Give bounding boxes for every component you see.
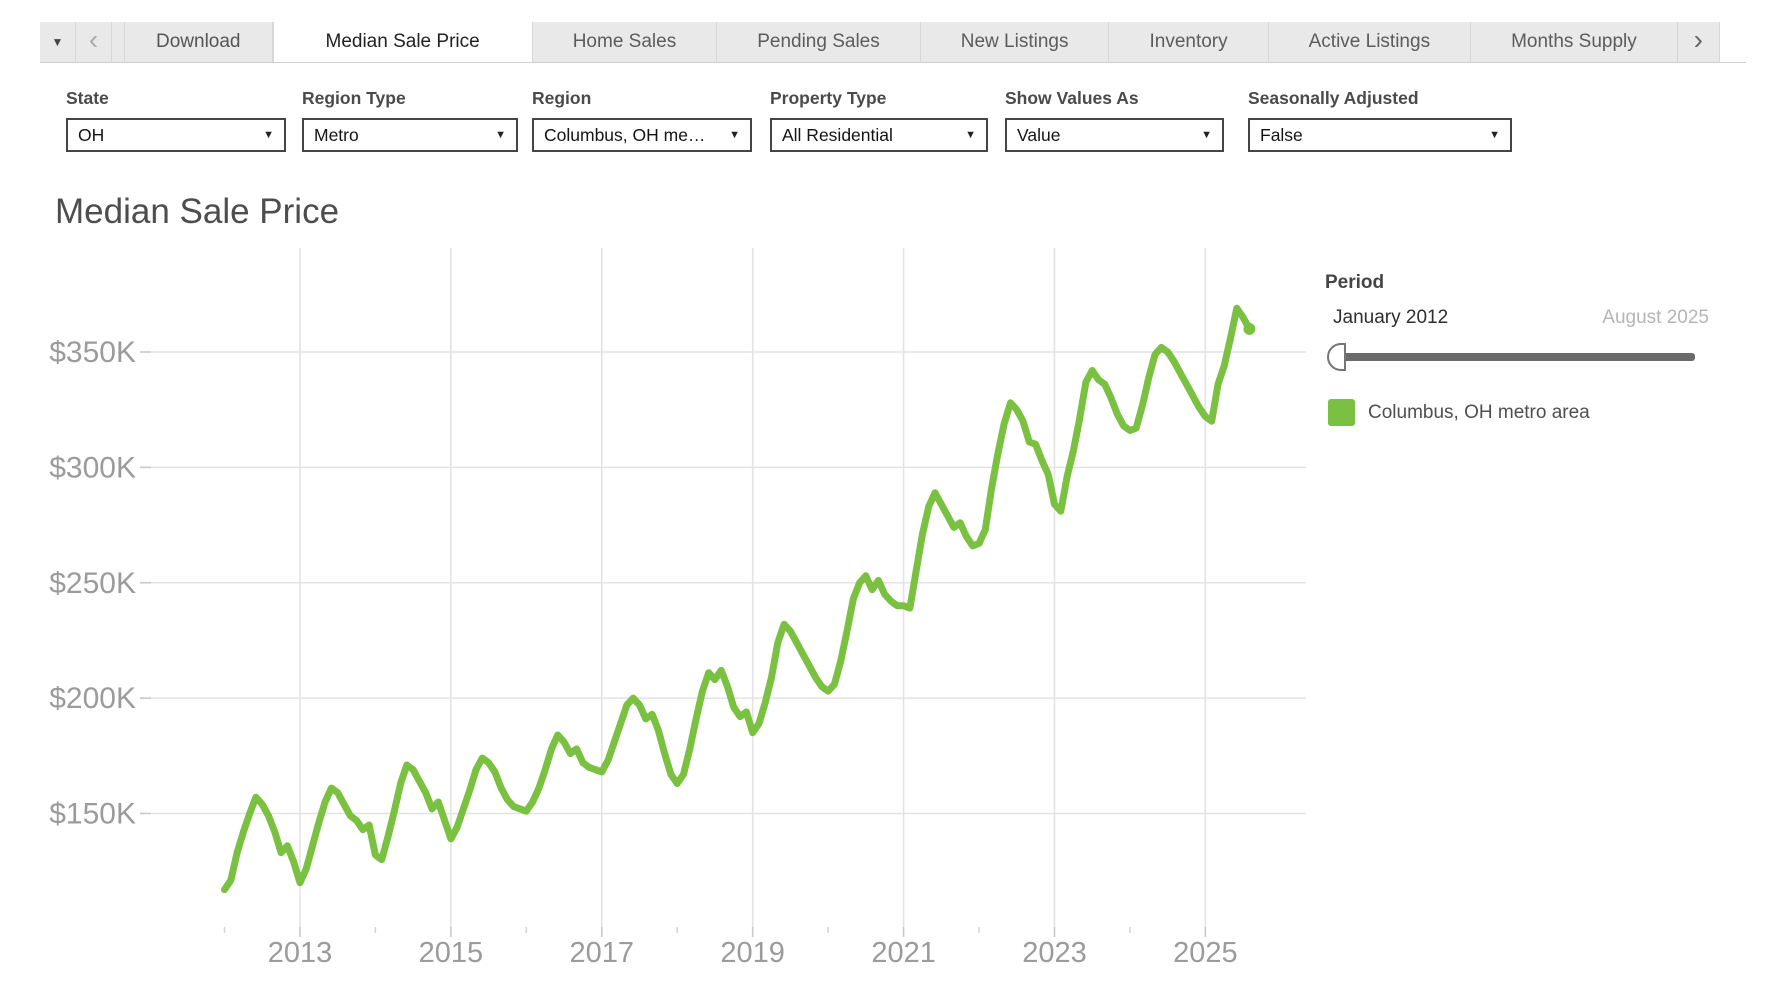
region-select-value: Columbus, OH me… [544,124,706,145]
filter-region-label: Region [532,88,592,108]
caret-down-icon: ▼ [495,129,506,141]
price-line [221,304,1253,894]
sheet-menu-button[interactable]: ▼ [40,22,76,62]
caret-down-icon: ▼ [51,35,64,49]
caret-down-icon: ▼ [965,129,976,141]
region-type-select-value: Metro [314,124,359,145]
caret-down-icon: ▼ [1201,129,1212,141]
y-axis-label: $300K [49,451,136,484]
filter-show-values-as-label: Show Values As [1005,88,1139,108]
filter-state-label: State [66,88,109,108]
caret-down-icon: ▼ [1489,129,1500,141]
tab-median-sale-price[interactable]: Median Sale Price [272,22,533,62]
x-axis-label: 2013 [268,937,333,969]
x-axis-label: 2017 [570,937,635,969]
property-type-select-value: All Residential [782,124,893,145]
toolbar-spacer [112,22,125,62]
x-axis-label: 2021 [871,937,936,969]
filter-region-type-label: Region Type [302,88,406,108]
seasonally-adjusted-select-value: False [1260,124,1303,145]
filter-region-type: Region Type Metro ▼ [302,88,518,152]
filter-property-type: Property Type All Residential ▼ [770,88,988,152]
tab-inventory[interactable]: Inventory [1109,22,1269,62]
y-axis-label: $150K [49,798,136,831]
back-button[interactable]: ‹ [76,22,112,62]
legend: Columbus, OH metro area [1328,399,1709,426]
chevron-right-icon: › [1693,24,1703,55]
period-title: Period [1325,272,1385,293]
x-axis-label: 2019 [720,937,785,969]
period-end-label: August 2025 [1602,307,1709,328]
legend-swatch [1328,399,1355,426]
period-slider[interactable] [1325,341,1709,373]
y-axis-label: $250K [49,567,136,600]
filter-seasonally-adjusted-label: Seasonally Adjusted [1248,88,1419,108]
download-button[interactable]: Download [125,22,273,62]
property-type-select[interactable]: All Residential ▼ [770,118,988,152]
seasonally-adjusted-select[interactable]: False ▼ [1248,118,1512,152]
period-slider-handle[interactable] [1327,343,1346,371]
legend-label: Columbus, OH metro area [1368,401,1590,423]
chevron-left-icon: ‹ [88,24,99,55]
tab-pending-sales[interactable]: Pending Sales [717,22,921,62]
tab-new-listings[interactable]: New Listings [920,22,1110,62]
show-values-as-select-value: Value [1017,124,1061,145]
page-title: Median Sale Price [55,192,340,231]
filter-property-type-label: Property Type [770,88,887,108]
x-axis-label: 2023 [1022,937,1087,969]
period-panel: Period January 2012 August 2025 Columbus… [1325,272,1709,426]
y-axis-label: $200K [49,682,136,715]
filter-state: State OH ▼ [66,88,286,152]
line-end-dot [1243,322,1256,335]
caret-down-icon: ▼ [729,129,740,141]
state-select[interactable]: OH ▼ [66,118,286,152]
x-axis-label: 2025 [1173,937,1238,969]
state-select-value: OH [78,124,105,145]
toolbar-tabbar: ▼ ‹ Download Median Sale Price Home Sale… [40,22,1746,63]
region-select[interactable]: Columbus, OH me… ▼ [532,118,752,152]
y-axis-label: $350K [49,336,136,369]
period-range: January 2012 August 2025 [1325,307,1709,329]
tab-months-supply[interactable]: Months Supply [1471,22,1678,62]
filter-row: State OH ▼ Region Type Metro ▼ Region Co… [0,88,1772,168]
tab-active-listings[interactable]: Active Listings [1268,22,1472,62]
filter-show-values-as: Show Values As Value ▼ [1005,88,1224,152]
x-axis-label: 2015 [419,937,484,969]
region-type-select[interactable]: Metro ▼ [302,118,518,152]
show-values-as-select[interactable]: Value ▼ [1005,118,1224,152]
filter-region: Region Columbus, OH me… ▼ [532,88,752,152]
period-start-label: January 2012 [1333,307,1449,328]
next-tabs-button[interactable]: › [1677,22,1720,62]
tab-home-sales[interactable]: Home Sales [532,22,718,62]
caret-down-icon: ▼ [263,129,274,141]
period-slider-track[interactable] [1341,353,1695,361]
filter-seasonally-adjusted: Seasonally Adjusted False ▼ [1248,88,1512,152]
